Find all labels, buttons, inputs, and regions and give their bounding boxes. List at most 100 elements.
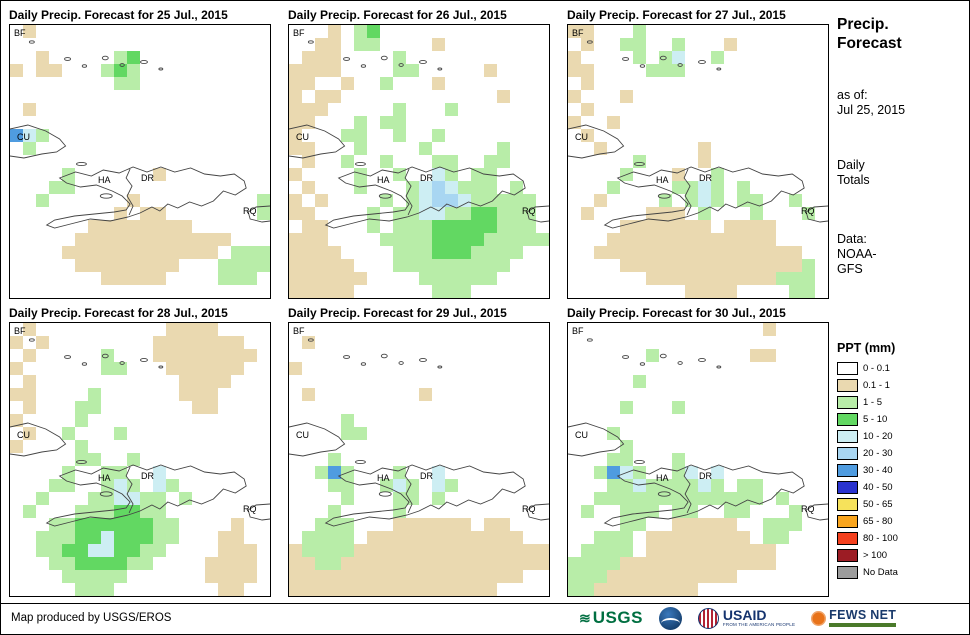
legend-title: PPT (mm) bbox=[837, 340, 896, 355]
panel-title: Daily Precip. Forecast for 28 Jul., 2015 bbox=[9, 306, 228, 320]
legend-label: 50 - 65 bbox=[863, 498, 893, 510]
precip-grid bbox=[10, 25, 270, 298]
label-dr: DR bbox=[141, 471, 154, 481]
fewsnet-green-bar bbox=[829, 622, 897, 627]
legend-swatch bbox=[837, 480, 858, 494]
label-bf: BF bbox=[293, 326, 305, 336]
legend-items: 0 - 0.1 0.1 - 1 1 - 5 5 - 10 10 - 20 20 - 30 3… bbox=[837, 361, 965, 580]
label-dr: DR bbox=[699, 173, 712, 183]
legend-label: > 100 bbox=[863, 549, 888, 561]
label-rq: RQ bbox=[522, 504, 536, 514]
usaid-logo: USAID FROM THE AMERICAN PEOPLE bbox=[697, 607, 795, 629]
legend-item: 80 - 100 bbox=[837, 531, 965, 546]
legend-label: 80 - 100 bbox=[863, 532, 898, 544]
legend-label: 65 - 80 bbox=[863, 515, 893, 527]
precip-map: BF CU HA DR RQ bbox=[9, 24, 271, 299]
precip-map: BF CU HA DR RQ bbox=[567, 322, 829, 597]
label-ha: HA bbox=[656, 175, 669, 185]
legend-item: 5 - 10 bbox=[837, 412, 965, 427]
sidebar-title-line2: Forecast bbox=[837, 35, 902, 53]
legend-label: 10 - 20 bbox=[863, 430, 893, 442]
legend-swatch bbox=[837, 429, 858, 443]
precip-map: BF CU HA DR RQ bbox=[288, 24, 550, 299]
legend-item: 50 - 65 bbox=[837, 497, 965, 512]
precip-legend: PPT (mm) 0 - 0.1 0.1 - 1 1 - 5 5 - 10 10 - 2… bbox=[837, 341, 965, 580]
panel-title: Daily Precip. Forecast for 30 Jul., 2015 bbox=[567, 306, 786, 320]
legend-item: 1 - 5 bbox=[837, 395, 965, 410]
legend-item: 10 - 20 bbox=[837, 429, 965, 444]
label-cu: CU bbox=[17, 132, 30, 142]
legend-item: 20 - 30 bbox=[837, 446, 965, 461]
usgs-logo-text: USGS bbox=[592, 608, 643, 627]
legend-swatch bbox=[837, 463, 858, 477]
asof-date: Jul 25, 2015 bbox=[837, 102, 906, 117]
label-rq: RQ bbox=[243, 504, 257, 514]
legend-item: 0 - 0.1 bbox=[837, 361, 965, 376]
legend-label: No Data bbox=[863, 566, 898, 578]
label-cu: CU bbox=[296, 430, 309, 440]
fewsnet-name: FEWS NET bbox=[829, 608, 897, 623]
fewsnet-logo-text: FEWS NET bbox=[829, 608, 897, 627]
attribution-text: Map produced by USGS/EROS bbox=[11, 612, 172, 624]
precip-map: BF CU HA DR RQ bbox=[9, 322, 271, 597]
legend-item: 30 - 40 bbox=[837, 463, 965, 478]
legend-label: 5 - 10 bbox=[863, 413, 888, 425]
forecast-panel-28jul: Daily Precip. Forecast for 28 Jul., 2015… bbox=[9, 305, 271, 597]
totals-block: Daily Totals bbox=[837, 158, 965, 188]
label-rq: RQ bbox=[801, 504, 815, 514]
label-rq: RQ bbox=[243, 206, 257, 216]
forecast-panel-27jul: Daily Precip. Forecast for 27 Jul., 2015… bbox=[567, 7, 829, 299]
label-dr: DR bbox=[699, 471, 712, 481]
legend-swatch bbox=[837, 531, 858, 545]
label-rq: RQ bbox=[801, 206, 815, 216]
asof-label: as of: bbox=[837, 87, 868, 102]
forecast-panel-25jul: Daily Precip. Forecast for 25 Jul., 2015… bbox=[9, 7, 271, 299]
data-source-label: Data: bbox=[837, 231, 867, 246]
label-ha: HA bbox=[377, 175, 390, 185]
precip-map: BF CU HA DR RQ bbox=[567, 24, 829, 299]
legend-swatch bbox=[837, 361, 858, 375]
data-source-line2: GFS bbox=[837, 261, 863, 276]
legend-swatch bbox=[837, 548, 858, 562]
label-cu: CU bbox=[296, 132, 309, 142]
label-bf: BF bbox=[572, 28, 584, 38]
legend-label: 1 - 5 bbox=[863, 396, 883, 408]
totals-line1: Daily bbox=[837, 157, 865, 172]
label-dr: DR bbox=[420, 173, 433, 183]
forecast-panel-grid: Daily Precip. Forecast for 25 Jul., 2015… bbox=[9, 7, 829, 597]
legend-item: > 100 bbox=[837, 548, 965, 563]
forecast-panel-29jul: Daily Precip. Forecast for 29 Jul., 2015… bbox=[288, 305, 550, 597]
fewsnet-globe-icon bbox=[811, 610, 827, 626]
panel-title: Daily Precip. Forecast for 27 Jul., 2015 bbox=[567, 8, 786, 22]
legend-label: 20 - 30 bbox=[863, 447, 893, 459]
legend-swatch bbox=[837, 395, 858, 409]
precip-grid bbox=[10, 323, 270, 596]
usaid-name: USAID bbox=[722, 607, 767, 624]
legend-swatch bbox=[837, 412, 858, 426]
label-cu: CU bbox=[575, 132, 588, 142]
asof-block: as of: Jul 25, 2015 bbox=[837, 88, 965, 118]
panel-title: Daily Precip. Forecast for 29 Jul., 2015 bbox=[288, 306, 507, 320]
legend-item: 65 - 80 bbox=[837, 514, 965, 529]
footer-bar: Map produced by USGS/EROS ≋ USGS USAID F… bbox=[1, 603, 969, 634]
label-ha: HA bbox=[377, 473, 390, 483]
precip-grid bbox=[568, 323, 828, 596]
legend-item: 40 - 50 bbox=[837, 480, 965, 495]
label-cu: CU bbox=[575, 430, 588, 440]
usaid-shield-icon bbox=[697, 607, 719, 629]
label-bf: BF bbox=[14, 326, 26, 336]
label-bf: BF bbox=[572, 326, 584, 336]
usgs-logo: ≋ USGS bbox=[579, 608, 643, 628]
label-rq: RQ bbox=[522, 206, 536, 216]
data-source-line1: NOAA- bbox=[837, 246, 877, 261]
legend-swatch bbox=[837, 497, 858, 511]
label-dr: DR bbox=[141, 173, 154, 183]
label-bf: BF bbox=[293, 28, 305, 38]
agency-logos: ≋ USGS USAID FROM THE AMERICAN PEOPLE FE… bbox=[579, 604, 897, 632]
forecast-panel-30jul: Daily Precip. Forecast for 30 Jul., 2015… bbox=[567, 305, 829, 597]
forecast-panel-26jul: Daily Precip. Forecast for 26 Jul., 2015… bbox=[288, 7, 550, 299]
label-bf: BF bbox=[14, 28, 26, 38]
panel-title: Daily Precip. Forecast for 25 Jul., 2015 bbox=[9, 8, 228, 22]
legend-item: No Data bbox=[837, 565, 965, 580]
